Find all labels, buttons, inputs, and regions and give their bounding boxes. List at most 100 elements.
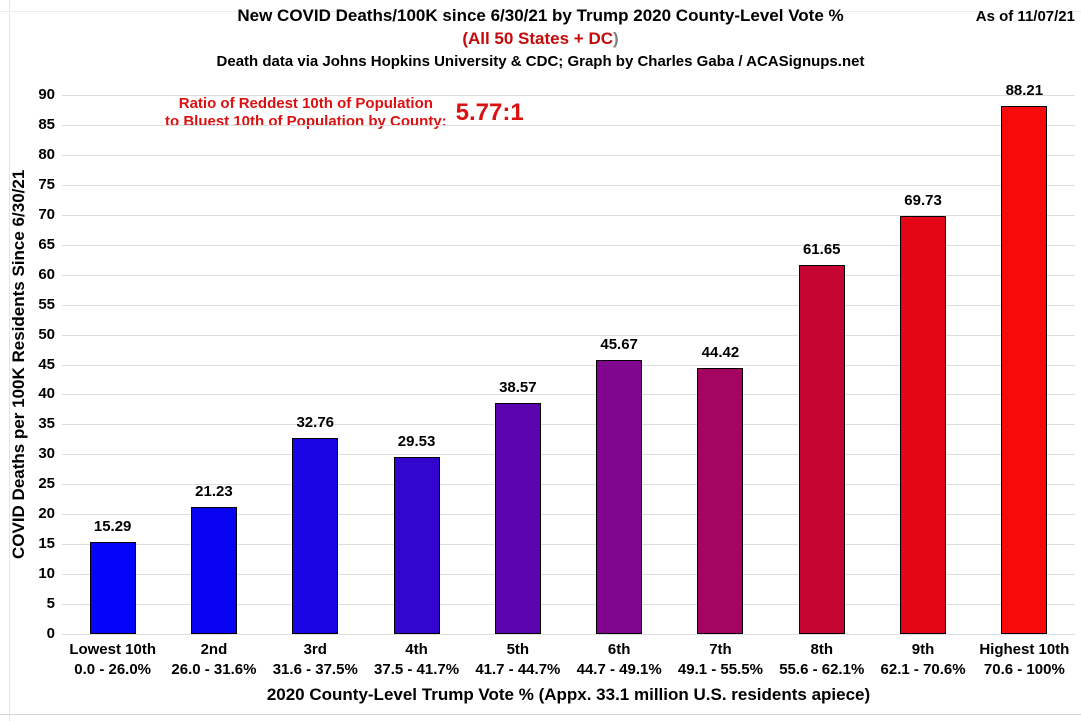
gridline (62, 124, 1075, 126)
x-category-range: 55.6 - 62.1% (779, 661, 865, 678)
bar (190, 506, 237, 634)
x-category-label: 5th 41.7 - 44.7% (458, 640, 578, 680)
x-category-label: Highest 10th 70.6 - 100% (964, 640, 1081, 680)
chart-subtitle-paren: ) (613, 29, 619, 48)
x-category-label: 6th 44.7 - 49.1% (559, 640, 679, 680)
y-tick-label: 65 (38, 235, 55, 253)
y-tick-label: 25 (38, 475, 55, 493)
x-category-ordinal: 2nd (200, 641, 228, 658)
y-tick-label: 5 (46, 595, 55, 613)
gridline (62, 634, 1075, 635)
x-category-range: 37.5 - 41.7% (374, 661, 460, 678)
bar-value-label: 61.65 (802, 240, 841, 258)
y-axis-ticks: 0 5 10 15 20 25 30 35 40 45 50 55 60 65 70 75 80 85 90 (0, 86, 55, 642)
gridline (62, 244, 1075, 246)
plot-area: 15.29 21.23 32.76 29.53 38.57 45.67 44.42 61.65… (62, 82, 1075, 635)
gridline (62, 394, 1075, 396)
y-tick-label: 35 (38, 415, 55, 433)
frame-top-line (0, 11, 1081, 12)
x-category-range: 26.0 - 31.6% (171, 661, 257, 678)
gridline (62, 514, 1075, 516)
y-tick-label: 45 (38, 355, 55, 373)
gridline (62, 214, 1075, 216)
x-category-range: 62.1 - 70.6% (880, 661, 966, 678)
gridline (62, 604, 1075, 606)
x-category-range: 41.7 - 44.7% (475, 661, 561, 678)
y-tick-label: 30 (38, 445, 55, 463)
x-category-ordinal: 6th (607, 641, 631, 658)
chart-credit-line: Death data via Johns Hopkins University … (216, 53, 865, 70)
y-tick-label: 80 (38, 145, 55, 163)
gridline (62, 424, 1075, 426)
x-category-ordinal: Highest 10th (979, 641, 1070, 658)
as-of-date: As of 11/07/21 (975, 8, 1075, 25)
x-category-ordinal: 7th (709, 641, 732, 658)
frame-bottom-line (0, 714, 1081, 715)
x-category-ordinal: 9th (911, 641, 935, 658)
y-tick-label: 70 (38, 205, 55, 223)
bar-value-label: 69.73 (904, 192, 942, 210)
y-tick-label: 0 (46, 625, 55, 642)
ratio-value: 5.77:1 (455, 99, 524, 126)
bar (697, 367, 744, 634)
y-tick-label: 75 (38, 175, 55, 193)
ratio-annotation-line1: Ratio of Reddest 10th of Population (178, 95, 433, 112)
bar (798, 264, 845, 634)
chart-subtitle: (All 50 States + DC) (0, 29, 1081, 49)
x-category-range: 31.6 - 37.5% (272, 661, 358, 678)
x-category-range: 49.1 - 55.5% (677, 661, 763, 678)
bar (1001, 105, 1048, 634)
y-tick-label: 10 (38, 565, 55, 583)
bar-value-label: 88.21 (1005, 81, 1044, 99)
gridline (62, 184, 1075, 186)
gridline (62, 574, 1075, 576)
bar (89, 542, 136, 634)
x-category-ordinal: 5th (506, 641, 530, 658)
bar-value-label: 45.67 (600, 336, 638, 354)
y-tick-label: 40 (38, 385, 55, 403)
y-tick-label: 15 (38, 535, 55, 553)
x-category-label: 4th 37.5 - 41.7% (357, 640, 477, 680)
bar-value-label: 44.42 (701, 343, 740, 361)
x-category-labels: Lowest 10th 0.0 - 26.0% 2nd 26.0 - 31.6% 3rd… (62, 640, 1075, 684)
bar (900, 216, 947, 634)
bar (494, 403, 541, 634)
y-tick-label: 90 (38, 86, 55, 103)
x-axis-title: 2020 County-Level Trump Vote % (Appx. 33… (266, 685, 871, 704)
x-category-label: 7th 49.1 - 55.5% (660, 640, 780, 680)
gridline (62, 154, 1075, 156)
x-category-ordinal: 8th (810, 641, 834, 658)
x-category-range: 0.0 - 26.0% (74, 661, 152, 678)
gridline (62, 334, 1075, 336)
gridline (62, 454, 1075, 456)
y-tick-label: 50 (38, 325, 55, 343)
bar-value-label: 29.53 (397, 433, 436, 451)
x-category-label: 2nd 26.0 - 31.6% (154, 640, 274, 680)
gridline (62, 95, 1075, 96)
x-category-ordinal: 3rd (303, 641, 327, 658)
x-category-label: 8th 55.6 - 62.1% (762, 640, 882, 680)
y-tick-label: 85 (38, 115, 55, 133)
y-tick-label: 60 (38, 265, 55, 283)
gridline (62, 484, 1075, 486)
bar-value-label: 38.57 (499, 379, 537, 396)
chart-title: New COVID Deaths/100K since 6/30/21 by T… (237, 6, 844, 25)
x-category-range: 44.7 - 49.1% (576, 661, 662, 678)
bar-value-label: 32.76 (296, 413, 335, 431)
bar (393, 457, 440, 634)
gridline (62, 304, 1075, 306)
x-category-range: 70.6 - 100% (983, 661, 1065, 678)
gridline (62, 364, 1075, 366)
bar (292, 437, 339, 634)
x-category-ordinal: 4th (405, 641, 428, 658)
bar-value-label: 15.29 (93, 518, 132, 536)
frame-left-line (9, 0, 10, 721)
y-tick-label: 20 (38, 505, 55, 523)
y-tick-label: 55 (38, 295, 55, 313)
x-category-label: 9th 62.1 - 70.6% (863, 640, 983, 680)
bar-value-label: 21.23 (195, 482, 233, 500)
gridline (62, 544, 1075, 546)
chart-subtitle-red: (All 50 States + DC (462, 29, 614, 48)
x-category-label: 3rd 31.6 - 37.5% (255, 640, 375, 680)
